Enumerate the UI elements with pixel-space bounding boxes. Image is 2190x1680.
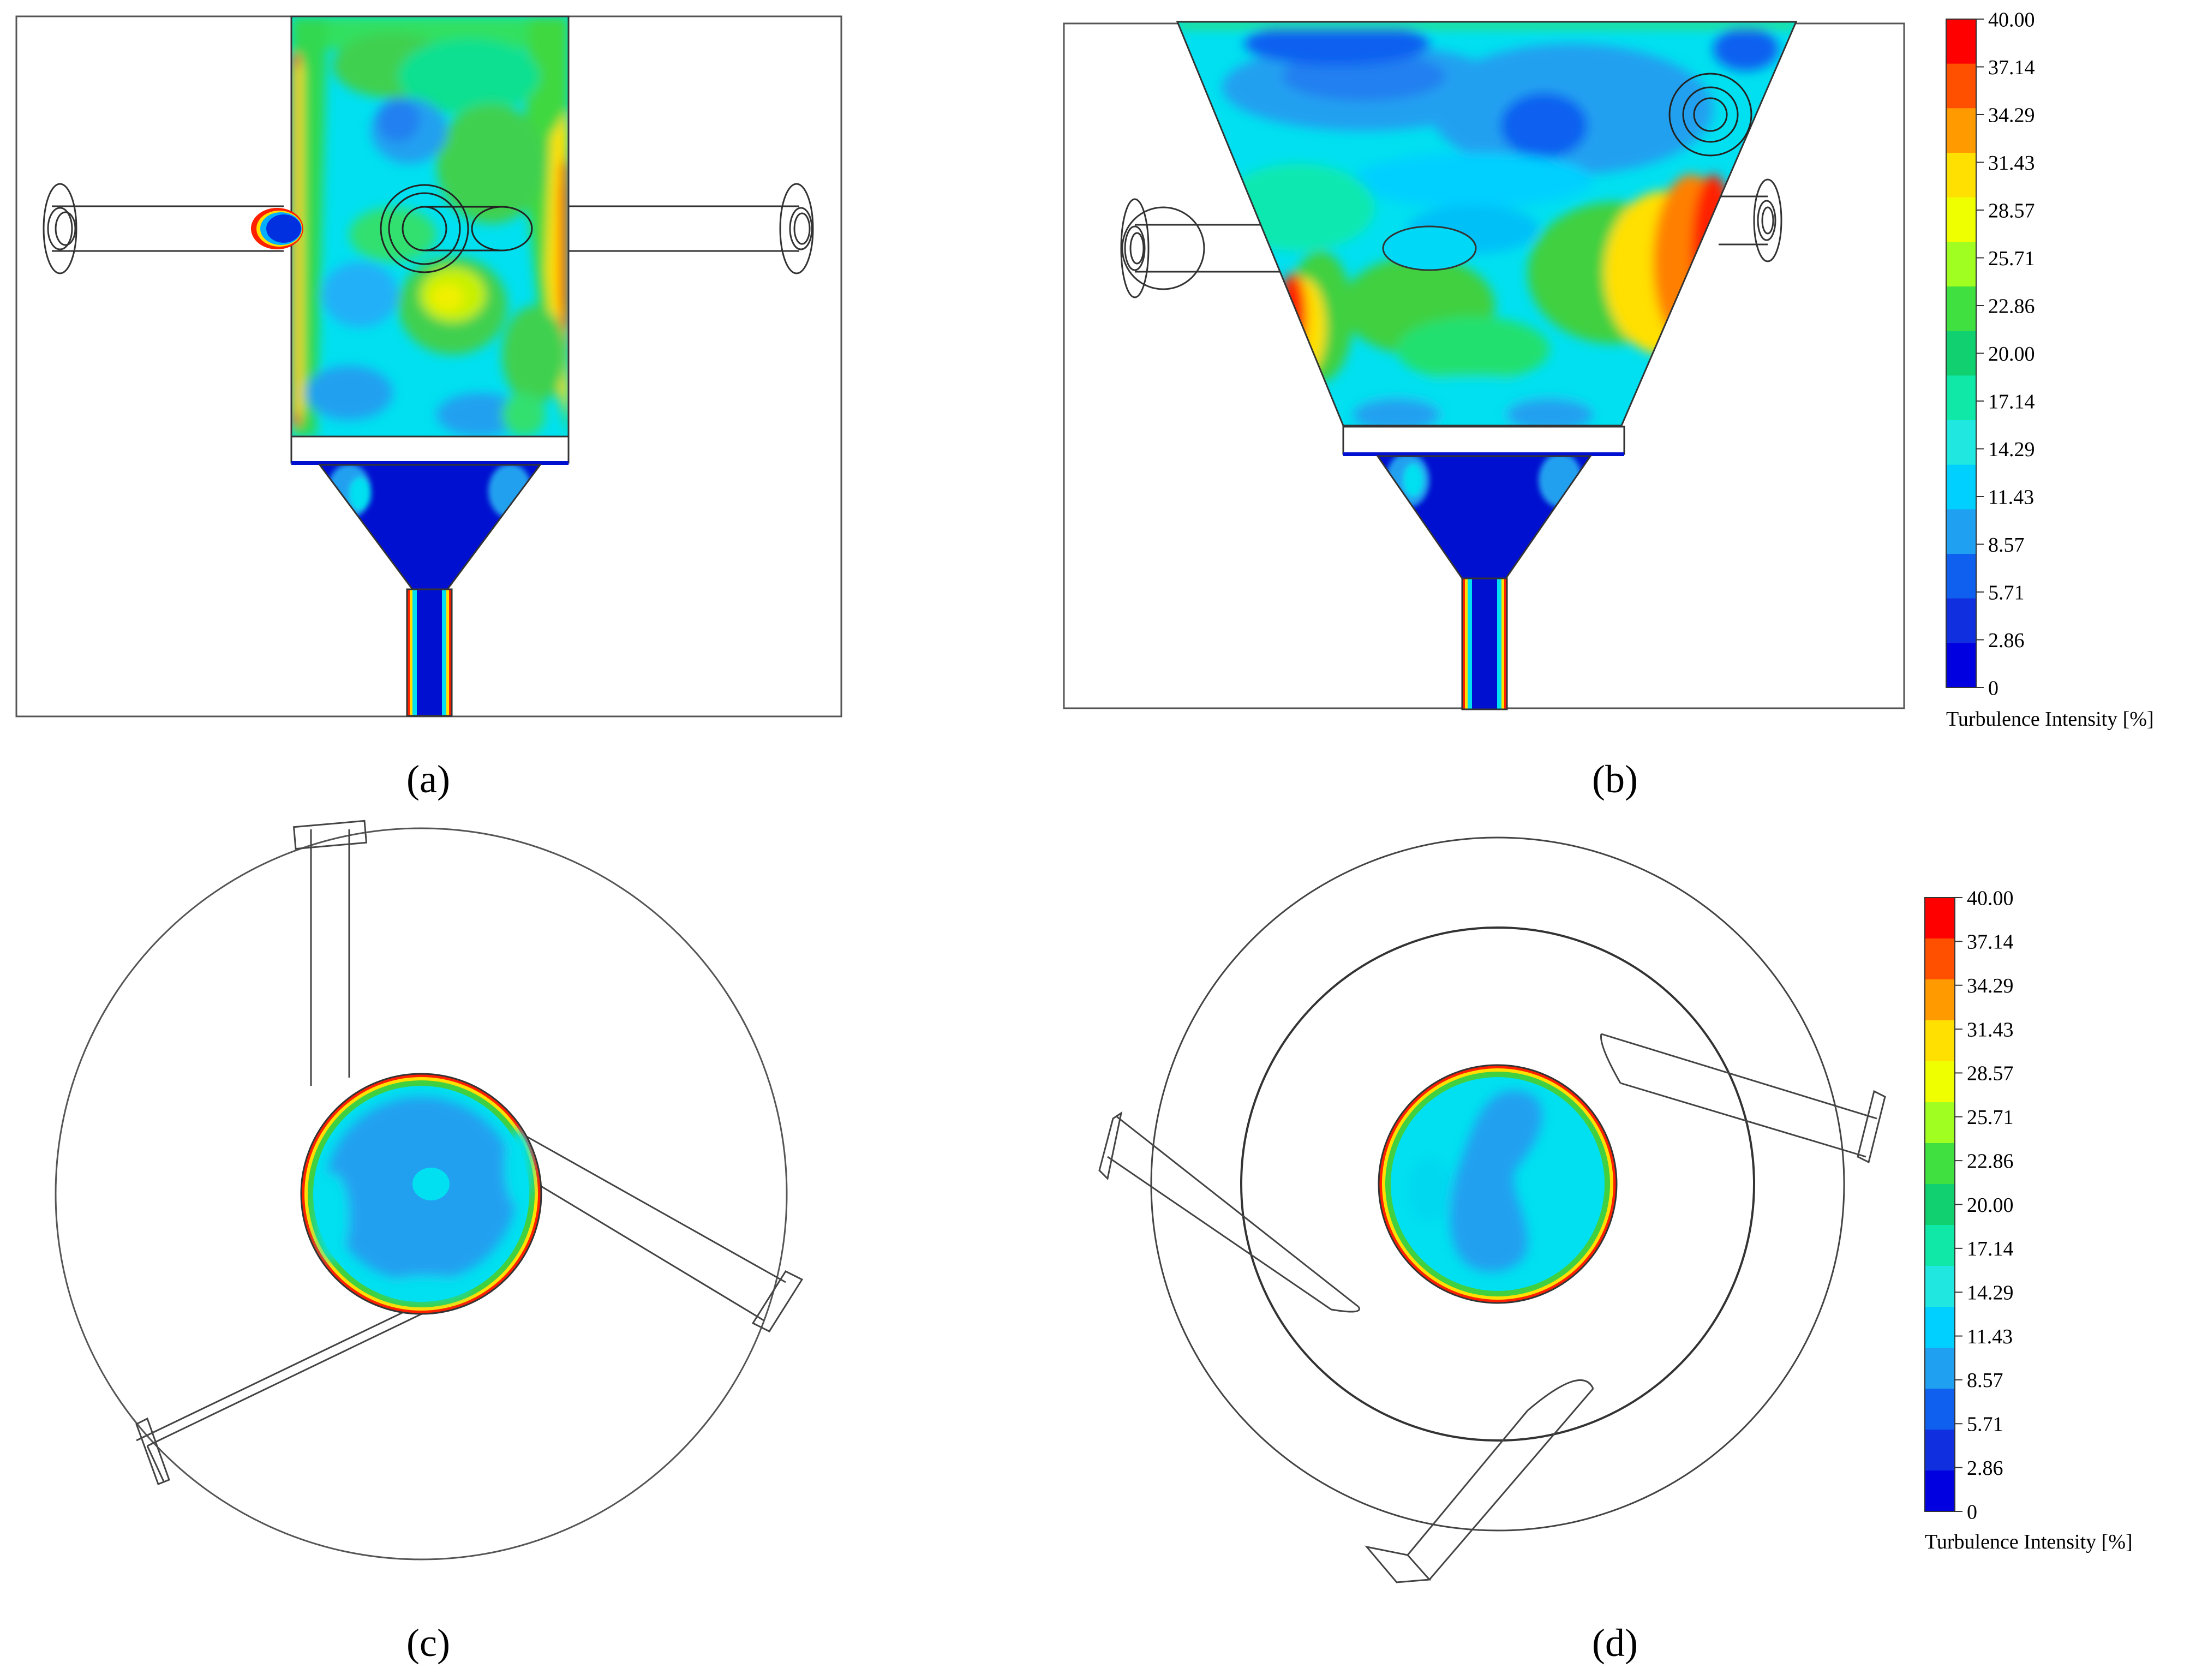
colorbar-swatch [1946, 598, 1976, 643]
colorbar-tick-label: 25.71 [1988, 247, 2035, 270]
panel-a-inlet-mouth [251, 208, 303, 249]
colorbar-tick-label: 17.14 [1967, 1237, 2014, 1260]
colorbar-tick-label: 37.14 [1967, 931, 2014, 954]
colorbar-tick-label: 11.43 [1967, 1325, 2013, 1348]
panel-d-inlets [1098, 1033, 1886, 1583]
colorbar-swatch [1925, 1430, 1955, 1471]
panel-c-vortex-contour [300, 1073, 542, 1315]
colorbar-swatch [1925, 1470, 1955, 1512]
panel-b-inlet-channel [1382, 225, 1477, 271]
panel-c-outer-wall [55, 827, 788, 1561]
colorbar-swatch [1946, 286, 1976, 332]
colorbar-tick-label: 14.29 [1967, 1282, 2014, 1305]
panel-b-cone-contour [1177, 22, 1796, 426]
colorbar-tick-label: 31.43 [1988, 152, 2035, 175]
colorbar-swatch [1946, 153, 1976, 198]
colorbar-tick-label: 20.00 [1988, 343, 2035, 366]
colorbar-swatch [1925, 938, 1955, 980]
colorbar-tick-label: 31.43 [1967, 1018, 2014, 1041]
colorbar-tick-label: 34.29 [1967, 974, 2014, 997]
colorbar-swatch [1946, 108, 1976, 153]
colorbar-tick-label: 0 [1967, 1500, 1977, 1523]
colorbar-swatch [1925, 1020, 1955, 1062]
panel-a-right-inlet [569, 183, 814, 274]
panel-c-label: (c) [406, 1621, 450, 1665]
colorbar-swatch [1925, 1225, 1955, 1266]
colorbar-tick-label: 40.00 [1967, 887, 2014, 910]
panel-d: (d) [1098, 836, 1886, 1665]
colorbar-swatch [1946, 464, 1976, 510]
colorbar-swatch [1925, 1266, 1955, 1307]
colorbar-tick-label: 20.00 [1967, 1194, 2014, 1217]
panel-d-inner-wall [1240, 926, 1755, 1442]
panel-a-vortex-finder [380, 184, 533, 273]
colorbar-swatch [1946, 420, 1976, 465]
colorbar-swatch [1925, 1184, 1955, 1225]
colorbar-swatch [1946, 554, 1976, 599]
colorbar-tick-label: 40.00 [1988, 8, 2035, 31]
colorbar-tick-label: 28.57 [1967, 1062, 2014, 1085]
colorbar-swatch [1925, 1389, 1955, 1430]
panel-a-cylinder-contour [291, 16, 569, 437]
colorbar-swatch [1946, 197, 1976, 242]
panel-b-plate [1342, 426, 1625, 455]
colorbar-swatch [1946, 63, 1976, 109]
colorbar-tick-label: 5.71 [1988, 581, 2025, 604]
colorbar-tick-label: 22.86 [1967, 1150, 2014, 1173]
colorbar-title: Turbulence Intensity [%] [1946, 708, 2154, 731]
colorbar-tick-label: 28.57 [1988, 199, 2035, 222]
panel-b-vortex-finder [1668, 73, 1752, 157]
colorbar-tick-label: 5.71 [1967, 1413, 2003, 1436]
panel-d-label: (d) [1592, 1621, 1638, 1665]
colorbar-tick-label: 8.57 [1967, 1369, 2003, 1392]
colorbar-tick-label: 2.86 [1988, 629, 2025, 652]
colorbar-tick-label: 2.86 [1967, 1457, 2003, 1480]
colorbar-swatch [1946, 19, 1976, 64]
colorbar-bottom: 40.00 37.14 34.29 31.43 28.57 25.71 22.86 20.00… [1924, 887, 2133, 1553]
colorbar-tick-label: 11.43 [1988, 486, 2034, 509]
panel-a-underflow [406, 588, 453, 717]
colorbar-title: Turbulence Intensity [%] [1925, 1530, 2133, 1553]
panel-d-outer-wall [1150, 836, 1845, 1532]
colorbar-swatch [1925, 1061, 1955, 1103]
panel-d-vortex-contour [1378, 1064, 1618, 1304]
colorbar-swatch [1925, 898, 1955, 939]
panel-c-inlets [135, 820, 804, 1485]
colorbar-tick-label: 34.29 [1988, 104, 2035, 127]
panel-b-label: (b) [1592, 757, 1638, 801]
colorbar-swatch [1946, 509, 1976, 554]
colorbar-top: 40.00 37.14 34.29 31.43 28.57 25.71 22.86 20.00… [1946, 8, 2154, 731]
colorbar-tick-label: 25.71 [1967, 1106, 2014, 1129]
colorbar-tick-label: 14.29 [1988, 438, 2035, 461]
colorbar-swatch [1946, 375, 1976, 421]
panel-a-label: (a) [406, 757, 450, 801]
colorbar-tick-label: 0 [1988, 677, 1998, 699]
colorbar-tick-label: 22.86 [1988, 295, 2035, 318]
colorbar-tick-label: 8.57 [1988, 534, 2025, 557]
panel-a: (a) [15, 15, 842, 801]
panel-b: (b) [1063, 21, 1905, 801]
panel-c: (c) [55, 820, 804, 1665]
panel-a-plate [290, 435, 570, 464]
panel-a-left-inlet [43, 183, 284, 274]
colorbar-swatch [1925, 979, 1955, 1021]
colorbar-swatch [1925, 1102, 1955, 1144]
colorbar-swatch [1925, 1348, 1955, 1389]
colorbar-tick-label: 17.14 [1988, 390, 2035, 413]
colorbar-swatch [1925, 1143, 1955, 1185]
colorbar-swatch [1946, 643, 1976, 688]
panel-b-underflow [1461, 577, 1508, 710]
colorbar-swatch [1946, 331, 1976, 376]
colorbar-tick-label: 37.14 [1988, 56, 2035, 79]
panel-b-right-inlet [1719, 178, 1782, 262]
panel-a-cone-contour [320, 465, 540, 589]
colorbar-swatch [1946, 242, 1976, 287]
panel-b-lower-cone [1378, 456, 1590, 578]
colorbar-swatch [1925, 1307, 1955, 1348]
